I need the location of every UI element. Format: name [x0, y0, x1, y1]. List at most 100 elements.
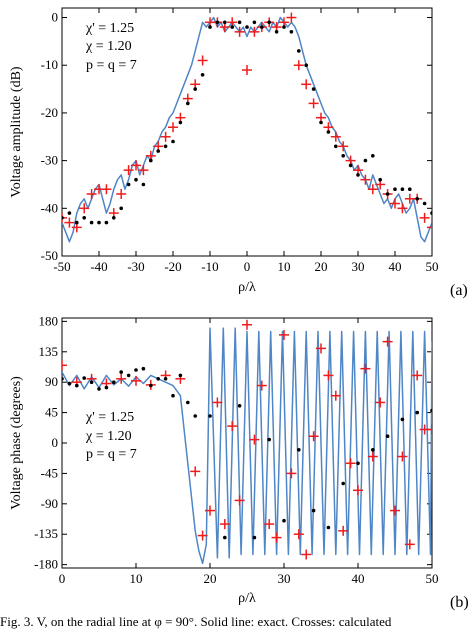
calculated-cross-marker [131, 160, 141, 171]
dot-marker [200, 73, 205, 77]
calculated-cross-marker [390, 198, 400, 209]
dot-marker [415, 410, 420, 415]
panel-label-b: (b) [450, 594, 469, 611]
calculated-cross-marker [286, 12, 297, 23]
dot-marker [215, 20, 220, 25]
dot-marker [267, 20, 272, 25]
plot-area-b [62, 319, 432, 565]
dot-marker [134, 177, 138, 182]
dot-marker [282, 518, 286, 523]
dot-marker [415, 197, 420, 201]
dot-marker [156, 377, 160, 381]
calculated-cross-marker [293, 529, 304, 540]
calculated-cross-marker [397, 203, 408, 214]
y-tick-label: 0 [52, 435, 59, 450]
dot-marker [371, 154, 375, 158]
dot-marker [385, 434, 390, 439]
y-tick-label: -90 [41, 496, 58, 511]
dot-marker [245, 25, 249, 29]
dot-marker [319, 120, 323, 125]
dot-marker [311, 87, 316, 91]
dot-marker [341, 154, 346, 158]
calculated-cross-marker [131, 375, 141, 386]
dot-marker [363, 158, 368, 163]
calculated-cross-marker [205, 505, 215, 516]
x-tick-label: 20 [315, 259, 328, 274]
calculated-cross-marker [168, 122, 178, 133]
calculated-cross-marker [249, 26, 260, 37]
annotation-pq-a: p = q = 7 [86, 58, 137, 73]
dot-marker [171, 139, 175, 144]
annotation-chi-b: χ = 1.20 [85, 429, 132, 444]
dot-marker [82, 376, 86, 380]
dot-marker [356, 461, 360, 466]
dot-marker [430, 408, 432, 413]
x-tick-label: -50 [53, 259, 70, 274]
dot-marker [208, 25, 212, 29]
calculated-cross-marker [382, 336, 393, 347]
calculated-cross-marker [338, 141, 349, 152]
exact-solution-line [62, 16, 432, 243]
calculated-cross-marker [360, 363, 371, 374]
calculated-cross-marker [197, 55, 208, 66]
dot-marker [400, 417, 405, 422]
calculated-cross-marker [86, 189, 97, 199]
y-tick-label: -20 [41, 105, 58, 120]
x-tick-label: -40 [90, 259, 107, 274]
dot-marker [348, 163, 353, 168]
y-tick-label: -45 [41, 465, 58, 480]
dot-marker [297, 448, 301, 452]
dot-marker [149, 158, 153, 163]
calculated-cross-marker [419, 212, 430, 223]
y-tick-label: -50 [41, 248, 58, 263]
calculated-cross-marker [64, 217, 75, 228]
dot-marker [385, 192, 390, 196]
dot-marker [334, 144, 338, 149]
calculated-cross-marker [79, 203, 90, 214]
series-a [62, 12, 432, 243]
dot-marker [82, 216, 86, 220]
y-axis-label-b: Voltage phase (degrees) [9, 376, 24, 510]
dot-marker [237, 20, 242, 25]
x-tick-label: 0 [59, 571, 66, 586]
calculated-cross-marker [353, 485, 363, 496]
calculated-cross-marker [427, 424, 432, 435]
calculated-cross-marker [301, 549, 312, 560]
calculated-cross-marker [227, 421, 238, 432]
dot-marker [393, 187, 397, 191]
dot-marker [119, 206, 123, 211]
calculated-cross-marker [123, 165, 134, 176]
calculated-cross-marker [375, 397, 386, 408]
calculated-cross-marker [301, 79, 312, 90]
dot-marker [341, 481, 346, 486]
dot-marker [260, 25, 264, 29]
y-tick-label: 180 [39, 313, 59, 328]
dot-marker [371, 448, 375, 452]
plot-area-a [62, 12, 432, 243]
calculated-cross-marker [234, 26, 245, 37]
calculated-cross-marker [212, 397, 223, 408]
panel-label-a: (a) [450, 282, 468, 299]
dot-marker [163, 144, 168, 149]
calculated-cross-marker [271, 532, 282, 543]
dot-marker [297, 49, 301, 53]
figure-caption: Fig. 3. V, on the radial line at φ = 90°… [0, 614, 392, 629]
calculated-cross-marker [367, 451, 378, 462]
dot-marker [163, 377, 168, 381]
dot-marker [112, 216, 116, 220]
x-tick-label: 0 [244, 259, 251, 274]
dot-marker [304, 63, 309, 67]
calculated-cross-marker [256, 380, 267, 391]
dot-marker [208, 414, 212, 418]
dot-marker [171, 393, 175, 398]
dot-marker [400, 187, 405, 191]
dot-marker [149, 383, 153, 388]
dot-marker [326, 525, 331, 530]
x-tick-label: 30 [278, 571, 291, 586]
x-tick-label: 50 [426, 571, 439, 586]
calculated-cross-marker [338, 525, 349, 536]
dot-marker [422, 201, 427, 206]
calculated-cross-marker [345, 458, 356, 469]
calculated-cross-marker [367, 184, 378, 195]
dot-marker [178, 120, 183, 125]
